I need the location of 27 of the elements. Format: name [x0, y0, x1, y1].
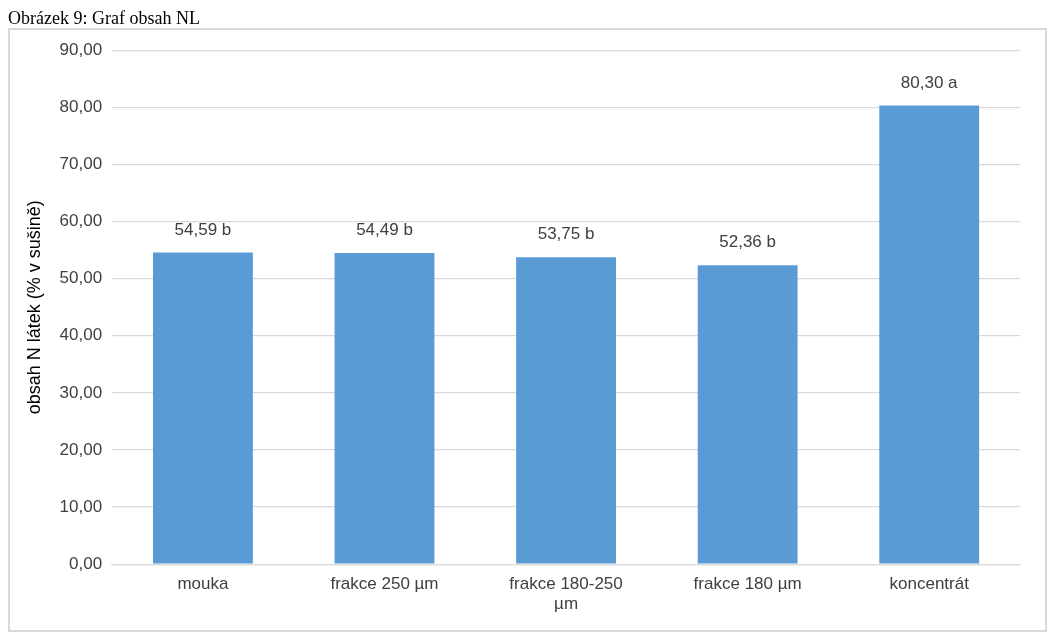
bar	[516, 257, 616, 564]
x-tick-label: mouka	[177, 574, 229, 594]
y-tick-label: 60,00	[59, 211, 103, 231]
y-tick-label: 80,00	[59, 97, 103, 116]
data-label: 80,30 a	[900, 72, 959, 92]
chart-title: Obrázek 9: Graf obsah NL	[8, 8, 201, 28]
data-label: 54,49 b	[356, 220, 413, 240]
y-tick-label: 10,00	[59, 496, 103, 516]
y-tick-label: 50,00	[59, 268, 103, 288]
x-tick-label: frakce 180 µm	[693, 574, 802, 594]
bar	[334, 253, 435, 564]
y-tick-label: 30,00	[59, 382, 103, 402]
bar	[697, 265, 798, 564]
y-tick-label: 20,00	[59, 439, 103, 459]
data-label: 53,75 b	[537, 224, 595, 244]
y-tick-label: 90,00	[59, 39, 103, 59]
y-tick-label: 0,00	[69, 553, 103, 573]
y-tick-label: 70,00	[59, 154, 103, 174]
x-tick-label: frakce 180-250 µm	[509, 574, 623, 614]
bar	[153, 252, 253, 564]
x-tick-label: frakce 250 µm	[330, 574, 439, 594]
y-axis-title: obsah N látek (% v sušině)	[23, 200, 44, 415]
x-tick-label: koncentrát	[889, 574, 970, 594]
data-label: 54,59 b	[174, 219, 232, 239]
y-tick-label: 40,00	[59, 325, 103, 345]
data-label: 52,36 b	[719, 232, 777, 252]
bar	[879, 105, 980, 564]
